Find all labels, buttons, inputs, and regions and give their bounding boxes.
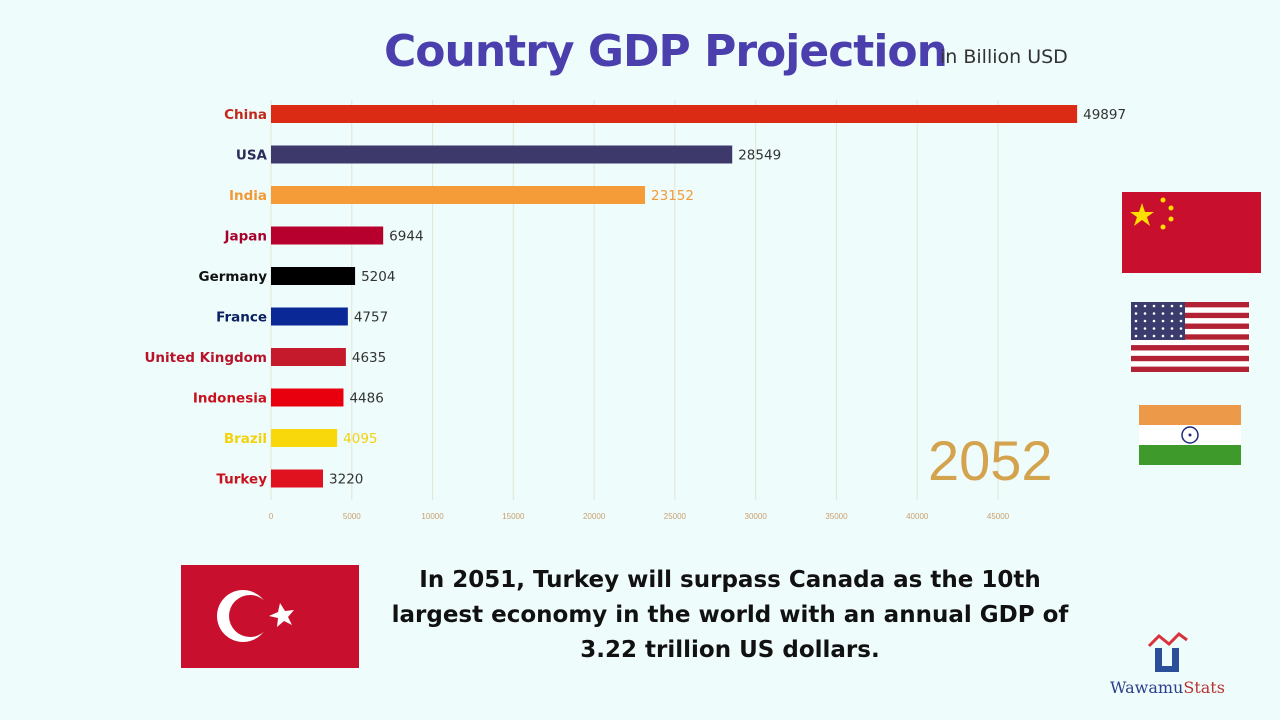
- x-tick-label: 40000: [906, 512, 929, 521]
- value-label: 4095: [343, 431, 377, 447]
- bar-brazil: [271, 429, 338, 447]
- x-tick-label: 10000: [421, 512, 444, 521]
- chart-unit: in Billion USD: [940, 46, 1068, 68]
- category-label: Turkey: [216, 472, 267, 488]
- category-label: India: [229, 188, 267, 204]
- value-label: 49897: [1083, 107, 1126, 123]
- caption-text: In 2051, Turkey will surpass Canada as t…: [391, 567, 1069, 663]
- value-label: 4757: [354, 310, 388, 326]
- bar-germany: [271, 267, 356, 285]
- value-label: 28549: [738, 148, 781, 164]
- value-label: 3220: [329, 472, 363, 488]
- bar-india: [271, 186, 646, 204]
- bar-turkey: [271, 469, 324, 488]
- bar-indonesia: [271, 388, 344, 407]
- logo-text-1: Wawamu: [1110, 678, 1184, 697]
- bar-japan: [271, 226, 384, 245]
- bar-chart: 0 5000 10000 15000 20000 25000 30000 35000 40000…: [144, 100, 1126, 521]
- value-label: 23152: [651, 188, 694, 204]
- category-label: Brazil: [224, 431, 267, 447]
- bar-china: [271, 105, 1078, 123]
- category-label: France: [216, 310, 267, 326]
- x-tick-label: 20000: [583, 512, 606, 521]
- category-label: China: [224, 107, 267, 123]
- bar-usa: [271, 145, 733, 164]
- wawamustats-logo: WawamuStats: [1105, 630, 1230, 697]
- x-tick-label: 5000: [343, 512, 361, 521]
- category-label: Japan: [223, 229, 267, 245]
- category-label: USA: [236, 148, 268, 164]
- india-flag: [1139, 405, 1241, 465]
- x-tick-label: 25000: [664, 512, 687, 521]
- value-label: 4486: [349, 391, 383, 407]
- category-label: Indonesia: [193, 391, 267, 407]
- usa-flag: [1131, 302, 1249, 372]
- logo-icon: [1147, 632, 1188, 672]
- chart-title: Country GDP Projection: [384, 26, 948, 77]
- logo-text-2: Stats: [1183, 678, 1225, 697]
- x-tick-label: 0: [269, 512, 274, 521]
- x-tick-label: 30000: [745, 512, 768, 521]
- china-flag: [1122, 192, 1261, 273]
- bar-united-kingdom: [271, 348, 346, 366]
- bar-france: [271, 307, 348, 326]
- x-tick-label: 15000: [502, 512, 525, 521]
- value-label: 6944: [389, 229, 423, 245]
- value-label: 4635: [352, 350, 386, 366]
- category-label: United Kingdom: [144, 350, 267, 366]
- year-label: 2052: [928, 429, 1053, 492]
- x-tick-label: 45000: [987, 512, 1010, 521]
- turkey-flag: [181, 565, 359, 668]
- value-label: 5204: [361, 269, 395, 285]
- category-label: Germany: [199, 269, 268, 285]
- x-tick-label: 35000: [825, 512, 848, 521]
